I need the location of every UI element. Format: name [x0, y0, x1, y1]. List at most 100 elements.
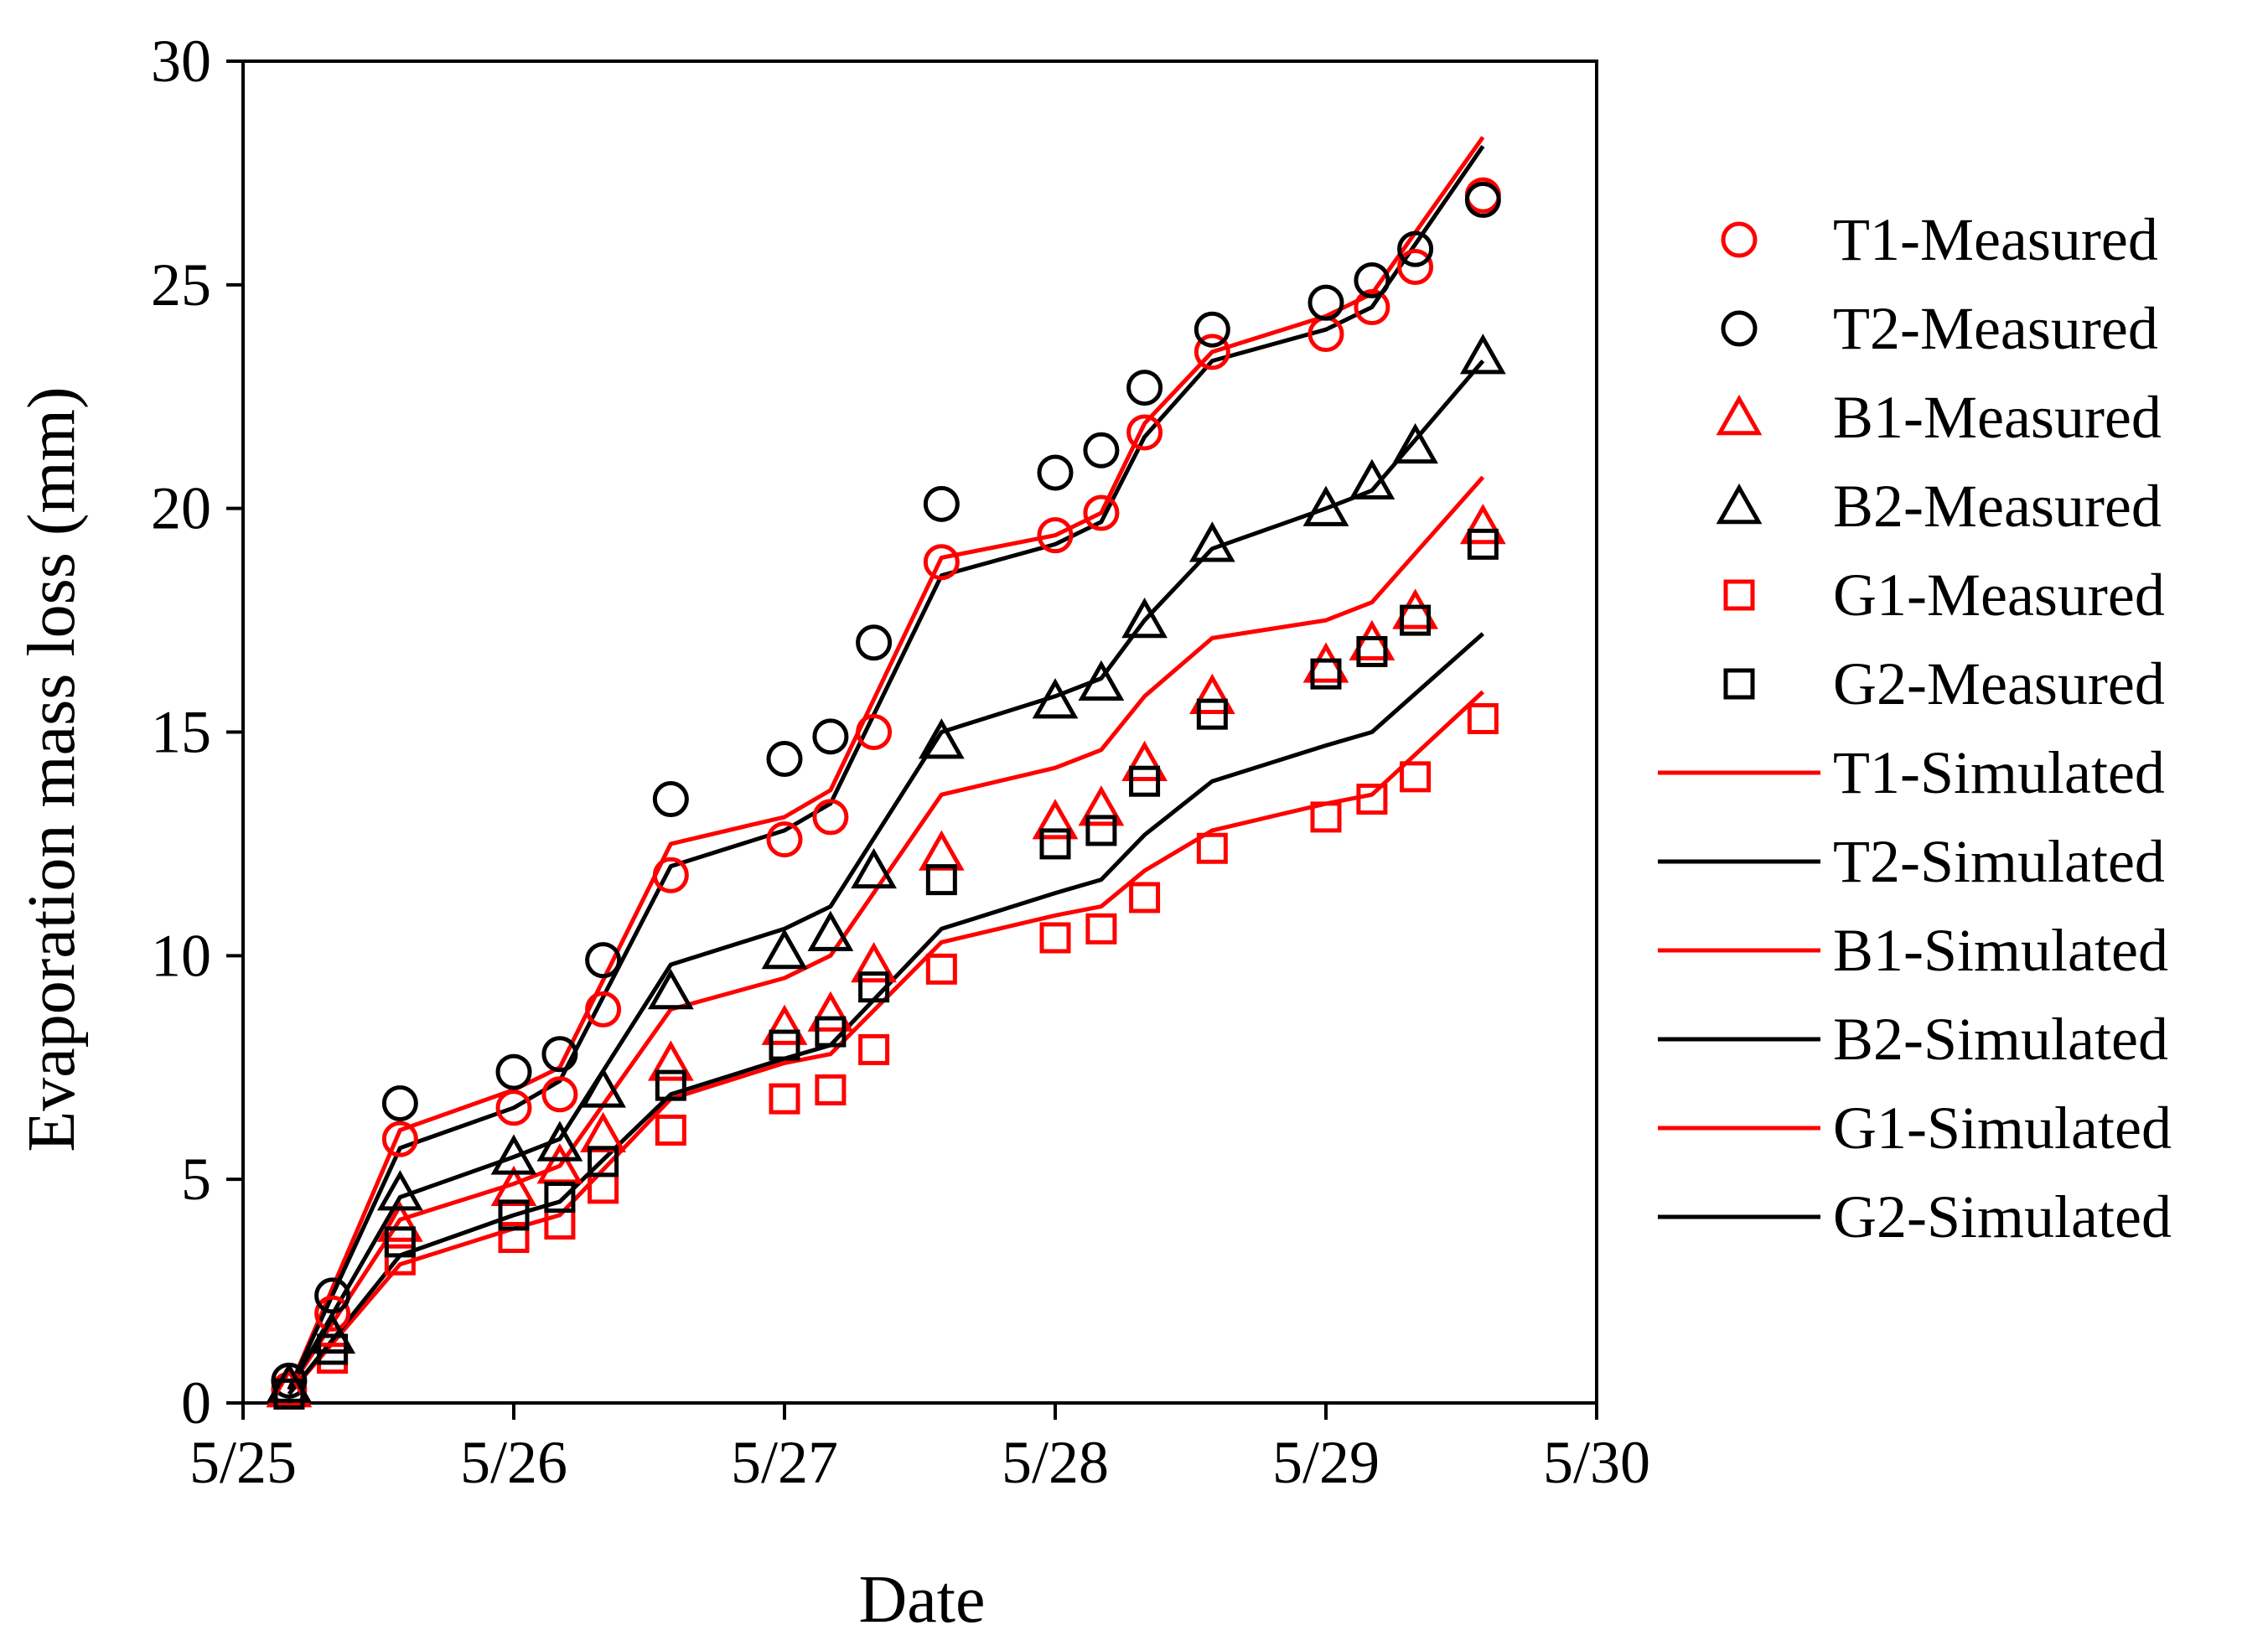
g1-measured-point — [1356, 784, 1388, 815]
t2-measured-point — [812, 718, 849, 755]
t2-measured-point — [1194, 311, 1230, 348]
t1-measured-point — [923, 544, 960, 581]
g1-measured-point — [769, 1083, 800, 1115]
t2-measured-point — [923, 485, 960, 522]
g2-measured-point — [1129, 765, 1161, 797]
b2-measured-point — [1032, 678, 1079, 719]
t1-measured-point — [812, 799, 849, 836]
t1-measured-point — [381, 1121, 418, 1157]
legend-label: T1-Measured — [1833, 206, 2158, 273]
x-tick-label: 5/26 — [460, 1429, 567, 1496]
g2-measured-point — [858, 971, 890, 1003]
t1-measured-point — [1194, 334, 1230, 370]
g2-measured-point — [544, 1182, 576, 1214]
b2-measured-point — [1078, 660, 1125, 701]
t1-measured-legend-swatch — [1721, 221, 1758, 258]
t2-measured-point — [381, 1084, 418, 1121]
b2-measured-point — [1349, 458, 1395, 499]
axes — [226, 60, 1598, 1420]
g1-measured-point — [1467, 702, 1499, 734]
t2-measured-point — [652, 781, 689, 818]
b2-measured-point — [1459, 334, 1506, 375]
t1-measured-point — [856, 714, 893, 750]
b1-measured-point — [1349, 619, 1395, 660]
b2-measured-point — [536, 1121, 583, 1162]
y-tick-label: 20 — [151, 475, 211, 542]
b2-measured-point — [761, 928, 808, 970]
t2-measured-point — [1126, 370, 1163, 406]
legend-label: G2-Simulated — [1833, 1183, 2172, 1250]
b2-measured-point — [1392, 422, 1438, 464]
measured-markers — [266, 177, 1506, 1410]
b2-measured-point — [1121, 598, 1168, 639]
b1-measured-point — [1078, 785, 1125, 826]
g2-measured-point — [925, 864, 957, 896]
g2-measured-point — [1196, 698, 1228, 730]
g2-measured-point — [1039, 828, 1071, 860]
b1-measured-point — [1121, 740, 1168, 782]
t1-measured-point — [585, 991, 622, 1027]
b1-measured-point — [918, 830, 965, 871]
g2-measured-legend-swatch — [1723, 668, 1755, 700]
g2-measured-point — [1085, 815, 1117, 846]
legend-label: G1-Measured — [1833, 562, 2165, 629]
legend-label: T2-Measured — [1833, 295, 2158, 362]
x-axis-title: Date — [858, 1563, 985, 1637]
legend-label: B1-Measured — [1833, 384, 2162, 451]
b1-measured-point — [851, 941, 897, 983]
b1-measured-point — [1392, 588, 1438, 629]
y-tick-label: 5 — [181, 1146, 211, 1213]
b1-measured-point — [490, 1165, 537, 1207]
y-tick-label: 30 — [151, 28, 211, 95]
g2-measured-point — [384, 1226, 416, 1258]
b1-measured-point — [1032, 799, 1079, 840]
t1-measured-point — [652, 857, 689, 893]
b2-measured-point — [376, 1170, 423, 1211]
g1-measured-point — [1129, 882, 1161, 914]
g2-measured-point — [769, 1029, 800, 1061]
y-axis-title: Evaporation mass loss (mm) — [15, 386, 89, 1152]
t2-measured-point — [856, 624, 893, 661]
g2-measured-point — [655, 1069, 686, 1101]
t1-measured-point — [1126, 414, 1163, 451]
g2-measured-point — [317, 1333, 349, 1365]
t2-simulated-line — [287, 144, 1485, 1391]
t2-measured-point — [1083, 432, 1120, 468]
b2-measured-point — [1188, 521, 1235, 562]
legend-label: T1-Simulated — [1833, 739, 2165, 806]
t2-measured-point — [585, 942, 622, 979]
g1-measured-point — [925, 953, 957, 985]
x-tick-label: 5/29 — [1272, 1429, 1380, 1496]
legend-label: B1-Simulated — [1833, 917, 2168, 984]
g2-simulated-line — [287, 632, 1484, 1395]
b2-simulated-line — [287, 359, 1485, 1391]
t1-measured-point — [1354, 289, 1390, 326]
b2-measured-point — [647, 968, 694, 1010]
b1-measured-point — [1188, 673, 1235, 715]
g1-measured-point — [858, 1033, 890, 1065]
b1-simulated-line — [287, 475, 1485, 1391]
t1-measured-point — [766, 821, 803, 858]
b2-measured-point — [851, 847, 897, 889]
b1-measured-point — [580, 1111, 626, 1152]
g2-measured-point — [1400, 604, 1432, 636]
tick-labels: 5/25 5/26 5/27 5/28 5/29 5/30 0 5 10 15 20 25 30 — [151, 28, 1650, 1496]
t1-measured-point — [541, 1076, 578, 1113]
g2-measured-point — [498, 1199, 530, 1231]
b2-measured-point — [807, 910, 854, 951]
t2-measured-point — [1307, 284, 1344, 321]
t1-simulated-line — [287, 136, 1485, 1390]
x-tick-label: 5/25 — [189, 1429, 297, 1496]
b1-measured-point — [1302, 642, 1349, 683]
g1-measured-point — [1085, 913, 1117, 945]
t2-measured-point — [1464, 181, 1501, 218]
simulated-lines — [287, 136, 1485, 1395]
g2-measured-point — [1467, 528, 1499, 560]
x-tick-label: 5/30 — [1543, 1429, 1650, 1496]
t1-measured-point — [1083, 494, 1120, 531]
t2-measured-point — [1037, 454, 1074, 491]
legend-label: G2-Measured — [1833, 650, 2165, 717]
b2-measured-point — [918, 718, 965, 759]
t1-measured-point — [314, 1295, 351, 1332]
